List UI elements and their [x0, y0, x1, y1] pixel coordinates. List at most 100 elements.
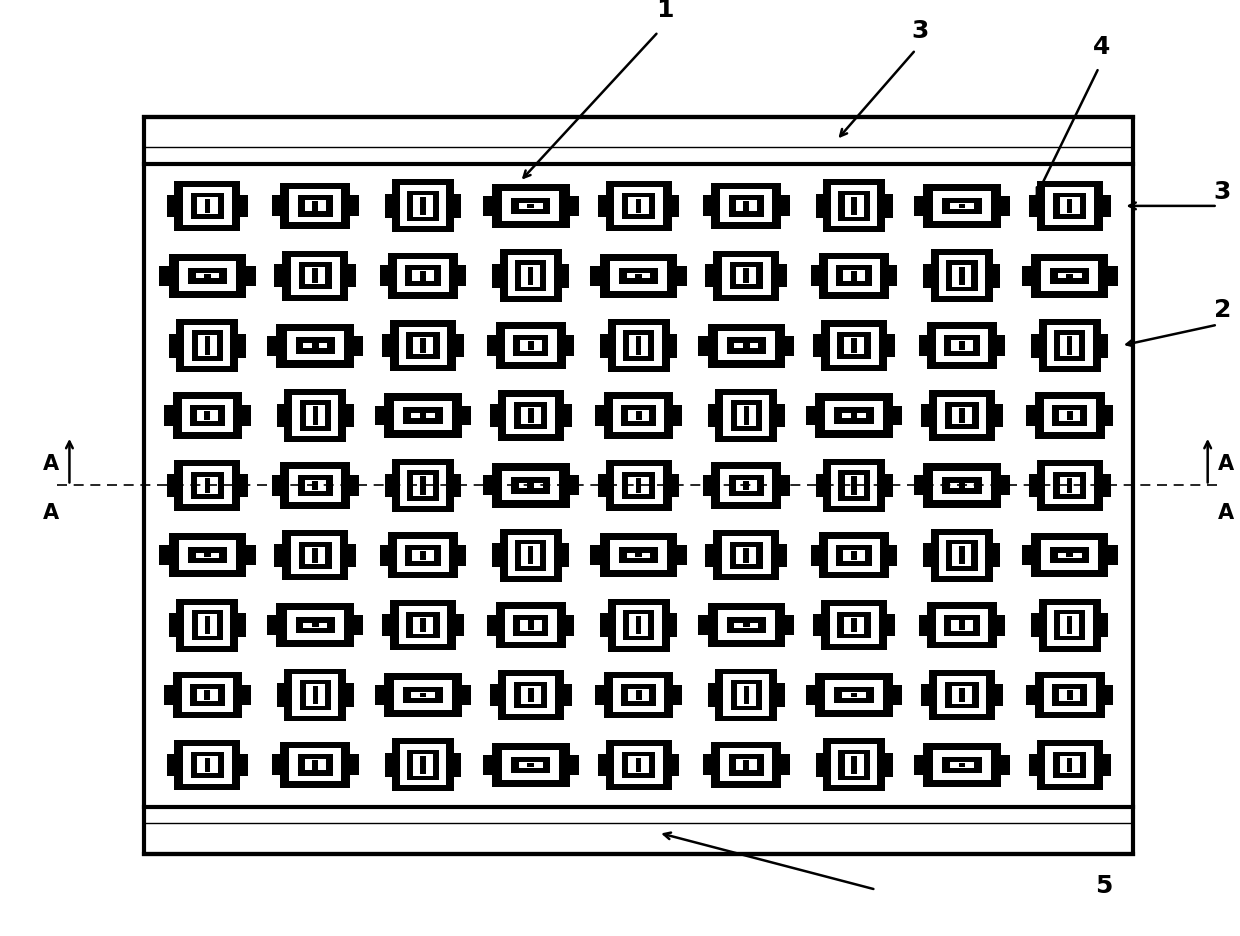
Bar — [528, 688, 533, 703]
Bar — [838, 471, 869, 501]
Bar — [703, 754, 712, 776]
Bar — [994, 684, 1003, 707]
Bar — [527, 484, 534, 488]
Bar — [569, 197, 579, 216]
Bar — [299, 542, 332, 569]
Bar — [144, 118, 1133, 854]
Bar — [205, 199, 211, 214]
Bar — [388, 533, 458, 578]
Bar — [187, 269, 227, 285]
Bar — [1052, 405, 1087, 427]
Bar — [708, 604, 785, 648]
Bar — [889, 546, 898, 566]
Bar — [852, 339, 857, 354]
Bar — [420, 551, 427, 561]
Bar — [564, 684, 572, 707]
Bar — [835, 687, 874, 704]
Bar — [312, 760, 319, 769]
Bar — [937, 677, 986, 714]
Bar — [735, 759, 758, 770]
Bar — [727, 617, 766, 634]
Bar — [528, 621, 533, 630]
Bar — [816, 394, 893, 438]
Bar — [407, 612, 440, 638]
Bar — [713, 252, 779, 301]
Bar — [280, 462, 350, 509]
Bar — [737, 684, 756, 706]
Bar — [191, 194, 224, 220]
Bar — [1034, 672, 1105, 719]
Bar — [885, 195, 893, 218]
Bar — [959, 204, 965, 209]
Bar — [185, 605, 231, 646]
Bar — [946, 261, 977, 292]
Bar — [735, 480, 758, 491]
Bar — [844, 754, 863, 776]
Bar — [622, 473, 655, 499]
Bar — [1066, 691, 1073, 700]
Bar — [852, 476, 857, 495]
Bar — [919, 615, 928, 636]
Bar — [852, 197, 857, 216]
Bar — [816, 195, 823, 218]
Bar — [636, 616, 641, 635]
Bar — [242, 405, 250, 427]
Bar — [744, 686, 749, 705]
Bar — [280, 742, 350, 788]
Bar — [959, 484, 965, 488]
Bar — [205, 478, 211, 493]
Bar — [238, 614, 246, 637]
Bar — [816, 474, 823, 498]
Bar — [806, 406, 816, 426]
Bar — [828, 260, 880, 293]
Bar — [722, 257, 771, 296]
Bar — [781, 475, 790, 496]
Bar — [350, 197, 358, 217]
Bar — [942, 477, 982, 494]
Bar — [497, 391, 564, 441]
Bar — [816, 753, 823, 777]
Bar — [777, 683, 785, 708]
Bar — [1066, 478, 1073, 493]
Bar — [398, 607, 448, 644]
Bar — [614, 188, 663, 226]
Bar — [241, 753, 248, 776]
Bar — [713, 531, 779, 581]
Bar — [241, 196, 248, 218]
Bar — [627, 411, 650, 421]
Bar — [1039, 599, 1101, 651]
Bar — [394, 680, 451, 710]
Bar — [413, 617, 433, 634]
Bar — [1053, 473, 1086, 499]
Bar — [293, 675, 339, 716]
Bar — [521, 687, 541, 704]
Bar — [197, 198, 217, 215]
Bar — [604, 672, 673, 719]
Bar — [1030, 534, 1109, 578]
Bar — [1022, 546, 1030, 565]
Bar — [272, 754, 280, 776]
Bar — [300, 680, 331, 710]
Bar — [382, 335, 391, 358]
Bar — [508, 256, 554, 297]
Bar — [735, 201, 758, 212]
Bar — [413, 475, 433, 497]
Bar — [392, 460, 454, 512]
Bar — [160, 267, 169, 286]
Bar — [190, 405, 226, 427]
Bar — [520, 341, 542, 352]
Bar — [622, 752, 655, 779]
Bar — [305, 480, 326, 491]
Bar — [508, 535, 554, 577]
Bar — [720, 190, 773, 223]
Bar — [823, 181, 885, 233]
Bar — [951, 620, 972, 631]
Bar — [192, 331, 223, 361]
Bar — [600, 334, 608, 358]
Bar — [1030, 255, 1109, 299]
Bar — [384, 474, 392, 498]
Bar — [391, 321, 456, 372]
Bar — [842, 693, 866, 698]
Bar — [785, 616, 795, 636]
Bar — [670, 334, 677, 358]
